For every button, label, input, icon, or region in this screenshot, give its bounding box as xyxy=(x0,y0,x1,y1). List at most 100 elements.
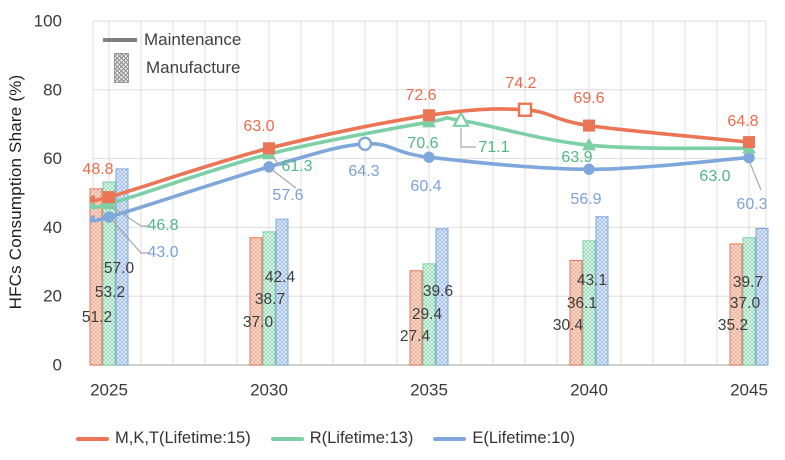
line-value-label: 63.0 xyxy=(243,118,274,135)
x-tick-label: 2025 xyxy=(90,380,128,399)
manufacture-bar xyxy=(249,237,263,366)
line-value-label: 48.8 xyxy=(82,161,113,178)
circle-marker-icon xyxy=(423,151,435,163)
x-tick-label: 2030 xyxy=(250,380,288,399)
square-marker-icon xyxy=(743,136,755,149)
line-value-label: 63.0 xyxy=(699,168,730,185)
y-tick-label: 60 xyxy=(43,149,62,168)
leader-line xyxy=(110,205,149,227)
square-marker-icon xyxy=(103,191,115,204)
bar-value-label: 36.1 xyxy=(567,295,597,312)
bar-value-label: 29.4 xyxy=(412,306,443,323)
bar-value-label: 53.2 xyxy=(95,284,125,301)
line-value-label: 69.6 xyxy=(573,90,604,107)
manufacture-bar xyxy=(422,263,436,366)
bar-value-label: 38.7 xyxy=(255,291,285,308)
r-line-swatch-icon xyxy=(270,436,304,441)
maintenance-line-e xyxy=(89,136,755,223)
legend-series-r: R(Lifetime:13) xyxy=(270,429,414,448)
line-value-label: 56.9 xyxy=(570,191,601,208)
manufacture-bar xyxy=(582,240,596,366)
e-line-swatch-icon xyxy=(433,436,467,441)
bar-value-label: 37.0 xyxy=(730,295,761,312)
bar-value-label: 57.0 xyxy=(104,260,135,277)
x-tick-label: 2035 xyxy=(410,380,448,399)
manufacture-bar xyxy=(262,231,276,366)
value-labels: 48.8 63.0 72.6 74.2 69.6 64.8 46.8 61.3 70.6 71.1… xyxy=(82,75,768,345)
legend-series-e-label: E(Lifetime:10) xyxy=(472,429,576,447)
manufacture-bar xyxy=(595,216,609,366)
y-tick-label: 20 xyxy=(43,287,62,306)
line-value-label: 60.4 xyxy=(410,178,441,195)
square-marker-icon xyxy=(423,109,435,122)
circle-marker-icon xyxy=(743,151,755,164)
bar-value-label: 43.1 xyxy=(577,272,607,289)
open-triangle-marker-icon xyxy=(452,110,470,127)
x-tick-label: 2045 xyxy=(730,380,768,399)
bar-value-label: 39.6 xyxy=(423,283,453,300)
legend-maintenance-label: Maintenance xyxy=(144,30,242,49)
legend-manufacture-label: Manufacture xyxy=(146,58,241,77)
manufacture-bars xyxy=(89,168,769,366)
manufacture-bar xyxy=(115,168,129,366)
manufacture-bar xyxy=(89,188,103,366)
bar-value-label: 37.0 xyxy=(243,314,274,331)
legend-top: Maintenance Manufacture xyxy=(100,28,241,84)
line-value-label: 70.6 xyxy=(407,135,438,152)
manufacture-bar xyxy=(102,181,116,366)
leader-line xyxy=(270,155,282,167)
x-tick-label: 2040 xyxy=(570,380,608,399)
manufacture-bar xyxy=(435,228,449,366)
y-tick-label: 40 xyxy=(43,218,62,237)
line-value-label: 64.3 xyxy=(348,163,379,180)
line-value-label: 43.0 xyxy=(147,244,178,261)
triangle-marker-icon xyxy=(582,137,596,151)
line-path xyxy=(89,141,751,223)
line-value-label: 61.3 xyxy=(281,158,312,175)
manufacture-bar xyxy=(409,270,423,366)
square-marker-icon xyxy=(263,142,275,155)
manufacture-bar-swatch-icon xyxy=(114,53,129,83)
label-leader-lines xyxy=(110,128,762,254)
circle-marker-icon xyxy=(583,163,595,175)
maintenance-line-swatch-icon xyxy=(103,38,137,42)
bar-value-label: 39.7 xyxy=(733,274,763,291)
leader-line xyxy=(749,162,762,191)
legend-manufacture: Manufacture xyxy=(100,52,241,84)
bar-value-label: 30.4 xyxy=(553,317,584,334)
line-value-label: 64.8 xyxy=(727,113,758,130)
legend-series-r-label: R(Lifetime:13) xyxy=(309,429,414,447)
line-value-label: 57.6 xyxy=(272,187,303,204)
line-value-label: 71.1 xyxy=(478,139,509,156)
y-tick-label: 80 xyxy=(43,80,62,99)
legend-series-e: E(Lifetime:10) xyxy=(433,429,575,448)
bar-value-label: 51.2 xyxy=(82,309,112,326)
open-circle-marker-icon xyxy=(357,136,373,152)
square-marker-icon xyxy=(583,119,595,132)
y-tick-label: 100 xyxy=(34,11,62,30)
line-value-label: 46.8 xyxy=(147,217,178,234)
legend-maintenance: Maintenance xyxy=(100,28,241,52)
legend-series-mkt: M,K,T(Lifetime:15) xyxy=(76,429,251,448)
bar-value-label: 35.2 xyxy=(718,317,748,334)
maintenance-line-mkt xyxy=(89,102,755,204)
legend-bottom: M,K,T(Lifetime:15) R(Lifetime:13) E(Life… xyxy=(76,429,595,448)
open-square-marker-icon xyxy=(517,102,533,117)
manufacture-bar xyxy=(275,218,289,366)
manufacture-bar xyxy=(569,259,583,366)
line-value-label: 72.6 xyxy=(405,87,436,104)
line-value-label: 60.3 xyxy=(736,196,767,213)
manufacture-bar xyxy=(729,243,743,366)
legend-series-mkt-label: M,K,T(Lifetime:15) xyxy=(115,429,251,447)
line-value-label: 63.9 xyxy=(561,149,592,166)
line-value-label: 74.2 xyxy=(505,75,536,92)
leader-line xyxy=(270,168,297,189)
y-tick-label: 0 xyxy=(53,355,62,374)
leader-line xyxy=(460,128,476,148)
mkt-line-swatch-icon xyxy=(76,436,109,441)
bar-value-label: 42.4 xyxy=(265,269,296,286)
bar-value-label: 27.4 xyxy=(400,328,431,345)
